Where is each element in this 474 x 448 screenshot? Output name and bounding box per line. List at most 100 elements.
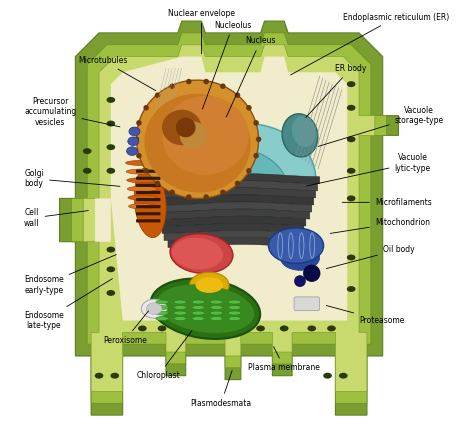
Ellipse shape xyxy=(282,114,318,157)
Ellipse shape xyxy=(107,121,115,126)
Ellipse shape xyxy=(196,277,223,293)
Text: Microtubules: Microtubules xyxy=(78,56,155,90)
Ellipse shape xyxy=(143,105,149,111)
FancyBboxPatch shape xyxy=(136,170,161,173)
Ellipse shape xyxy=(138,325,146,332)
Ellipse shape xyxy=(186,194,191,200)
Text: Proteasome: Proteasome xyxy=(326,306,404,325)
Polygon shape xyxy=(154,202,312,212)
Text: Endoplasmic reticulum (ER): Endoplasmic reticulum (ER) xyxy=(291,13,449,75)
Ellipse shape xyxy=(253,153,259,159)
Ellipse shape xyxy=(280,245,319,270)
Ellipse shape xyxy=(151,279,260,339)
Ellipse shape xyxy=(174,300,186,304)
Ellipse shape xyxy=(129,127,140,136)
Text: Vacuole
lytic-type: Vacuole lytic-type xyxy=(307,153,431,186)
Ellipse shape xyxy=(347,168,356,174)
Polygon shape xyxy=(72,33,387,403)
Ellipse shape xyxy=(220,83,226,89)
Ellipse shape xyxy=(228,306,241,310)
FancyBboxPatch shape xyxy=(136,205,161,208)
Ellipse shape xyxy=(158,325,166,332)
Ellipse shape xyxy=(162,96,249,175)
Ellipse shape xyxy=(107,247,115,253)
Ellipse shape xyxy=(190,272,229,298)
FancyBboxPatch shape xyxy=(136,184,161,187)
Ellipse shape xyxy=(126,160,159,165)
Ellipse shape xyxy=(83,148,91,154)
Ellipse shape xyxy=(134,167,166,238)
FancyBboxPatch shape xyxy=(136,212,161,215)
Ellipse shape xyxy=(128,137,139,146)
Ellipse shape xyxy=(256,325,265,332)
Text: Golgi
body: Golgi body xyxy=(24,169,120,189)
Ellipse shape xyxy=(172,238,223,269)
Ellipse shape xyxy=(156,311,168,315)
Ellipse shape xyxy=(170,234,233,273)
Text: Microfilaments: Microfilaments xyxy=(342,198,431,207)
Ellipse shape xyxy=(246,105,252,111)
Ellipse shape xyxy=(347,81,356,87)
Ellipse shape xyxy=(174,317,186,320)
Polygon shape xyxy=(168,237,298,248)
Ellipse shape xyxy=(107,144,115,150)
Ellipse shape xyxy=(228,311,241,315)
Ellipse shape xyxy=(210,317,223,320)
Ellipse shape xyxy=(210,306,223,310)
Ellipse shape xyxy=(128,186,157,191)
FancyBboxPatch shape xyxy=(294,297,319,310)
Ellipse shape xyxy=(174,306,186,310)
Ellipse shape xyxy=(83,168,91,174)
Ellipse shape xyxy=(203,194,209,200)
Ellipse shape xyxy=(280,325,289,332)
Text: Peroxisome: Peroxisome xyxy=(103,311,148,345)
Text: Mitochondrion: Mitochondrion xyxy=(330,218,430,233)
Ellipse shape xyxy=(192,317,205,320)
Polygon shape xyxy=(162,223,304,233)
Text: Plasma membrane: Plasma membrane xyxy=(248,347,320,372)
Ellipse shape xyxy=(339,373,347,379)
Ellipse shape xyxy=(253,120,259,125)
Polygon shape xyxy=(83,45,375,392)
Ellipse shape xyxy=(323,373,332,379)
Ellipse shape xyxy=(156,317,168,320)
FancyBboxPatch shape xyxy=(136,177,161,180)
Ellipse shape xyxy=(347,286,356,292)
Ellipse shape xyxy=(210,311,223,315)
Ellipse shape xyxy=(347,136,356,142)
Ellipse shape xyxy=(176,118,196,138)
Ellipse shape xyxy=(107,290,115,296)
Ellipse shape xyxy=(146,303,162,314)
Text: Nucleolus: Nucleolus xyxy=(202,21,252,109)
Ellipse shape xyxy=(201,325,210,332)
Text: Endosome
late-type: Endosome late-type xyxy=(24,279,112,330)
Ellipse shape xyxy=(145,94,251,193)
Ellipse shape xyxy=(156,300,168,304)
Ellipse shape xyxy=(107,97,115,103)
Polygon shape xyxy=(164,230,302,241)
Ellipse shape xyxy=(107,267,115,272)
Ellipse shape xyxy=(303,265,320,281)
Ellipse shape xyxy=(268,228,324,263)
Ellipse shape xyxy=(156,284,254,333)
Ellipse shape xyxy=(110,373,119,379)
Text: Plasmodesmata: Plasmodesmata xyxy=(191,370,252,408)
Ellipse shape xyxy=(134,137,139,142)
Ellipse shape xyxy=(256,137,261,142)
Polygon shape xyxy=(60,21,399,415)
Ellipse shape xyxy=(162,110,201,145)
Ellipse shape xyxy=(246,168,252,173)
Ellipse shape xyxy=(143,168,149,173)
Polygon shape xyxy=(150,188,316,198)
Ellipse shape xyxy=(235,181,240,186)
Ellipse shape xyxy=(156,306,168,310)
Text: ER body: ER body xyxy=(306,64,367,117)
Text: Nucleus: Nucleus xyxy=(226,36,276,117)
Ellipse shape xyxy=(292,116,316,147)
Ellipse shape xyxy=(186,79,191,84)
Polygon shape xyxy=(152,195,314,205)
Ellipse shape xyxy=(294,276,305,287)
Text: Endosome
early-type: Endosome early-type xyxy=(24,254,116,295)
Ellipse shape xyxy=(347,105,356,111)
Text: Nuclear envelope: Nuclear envelope xyxy=(168,9,235,54)
